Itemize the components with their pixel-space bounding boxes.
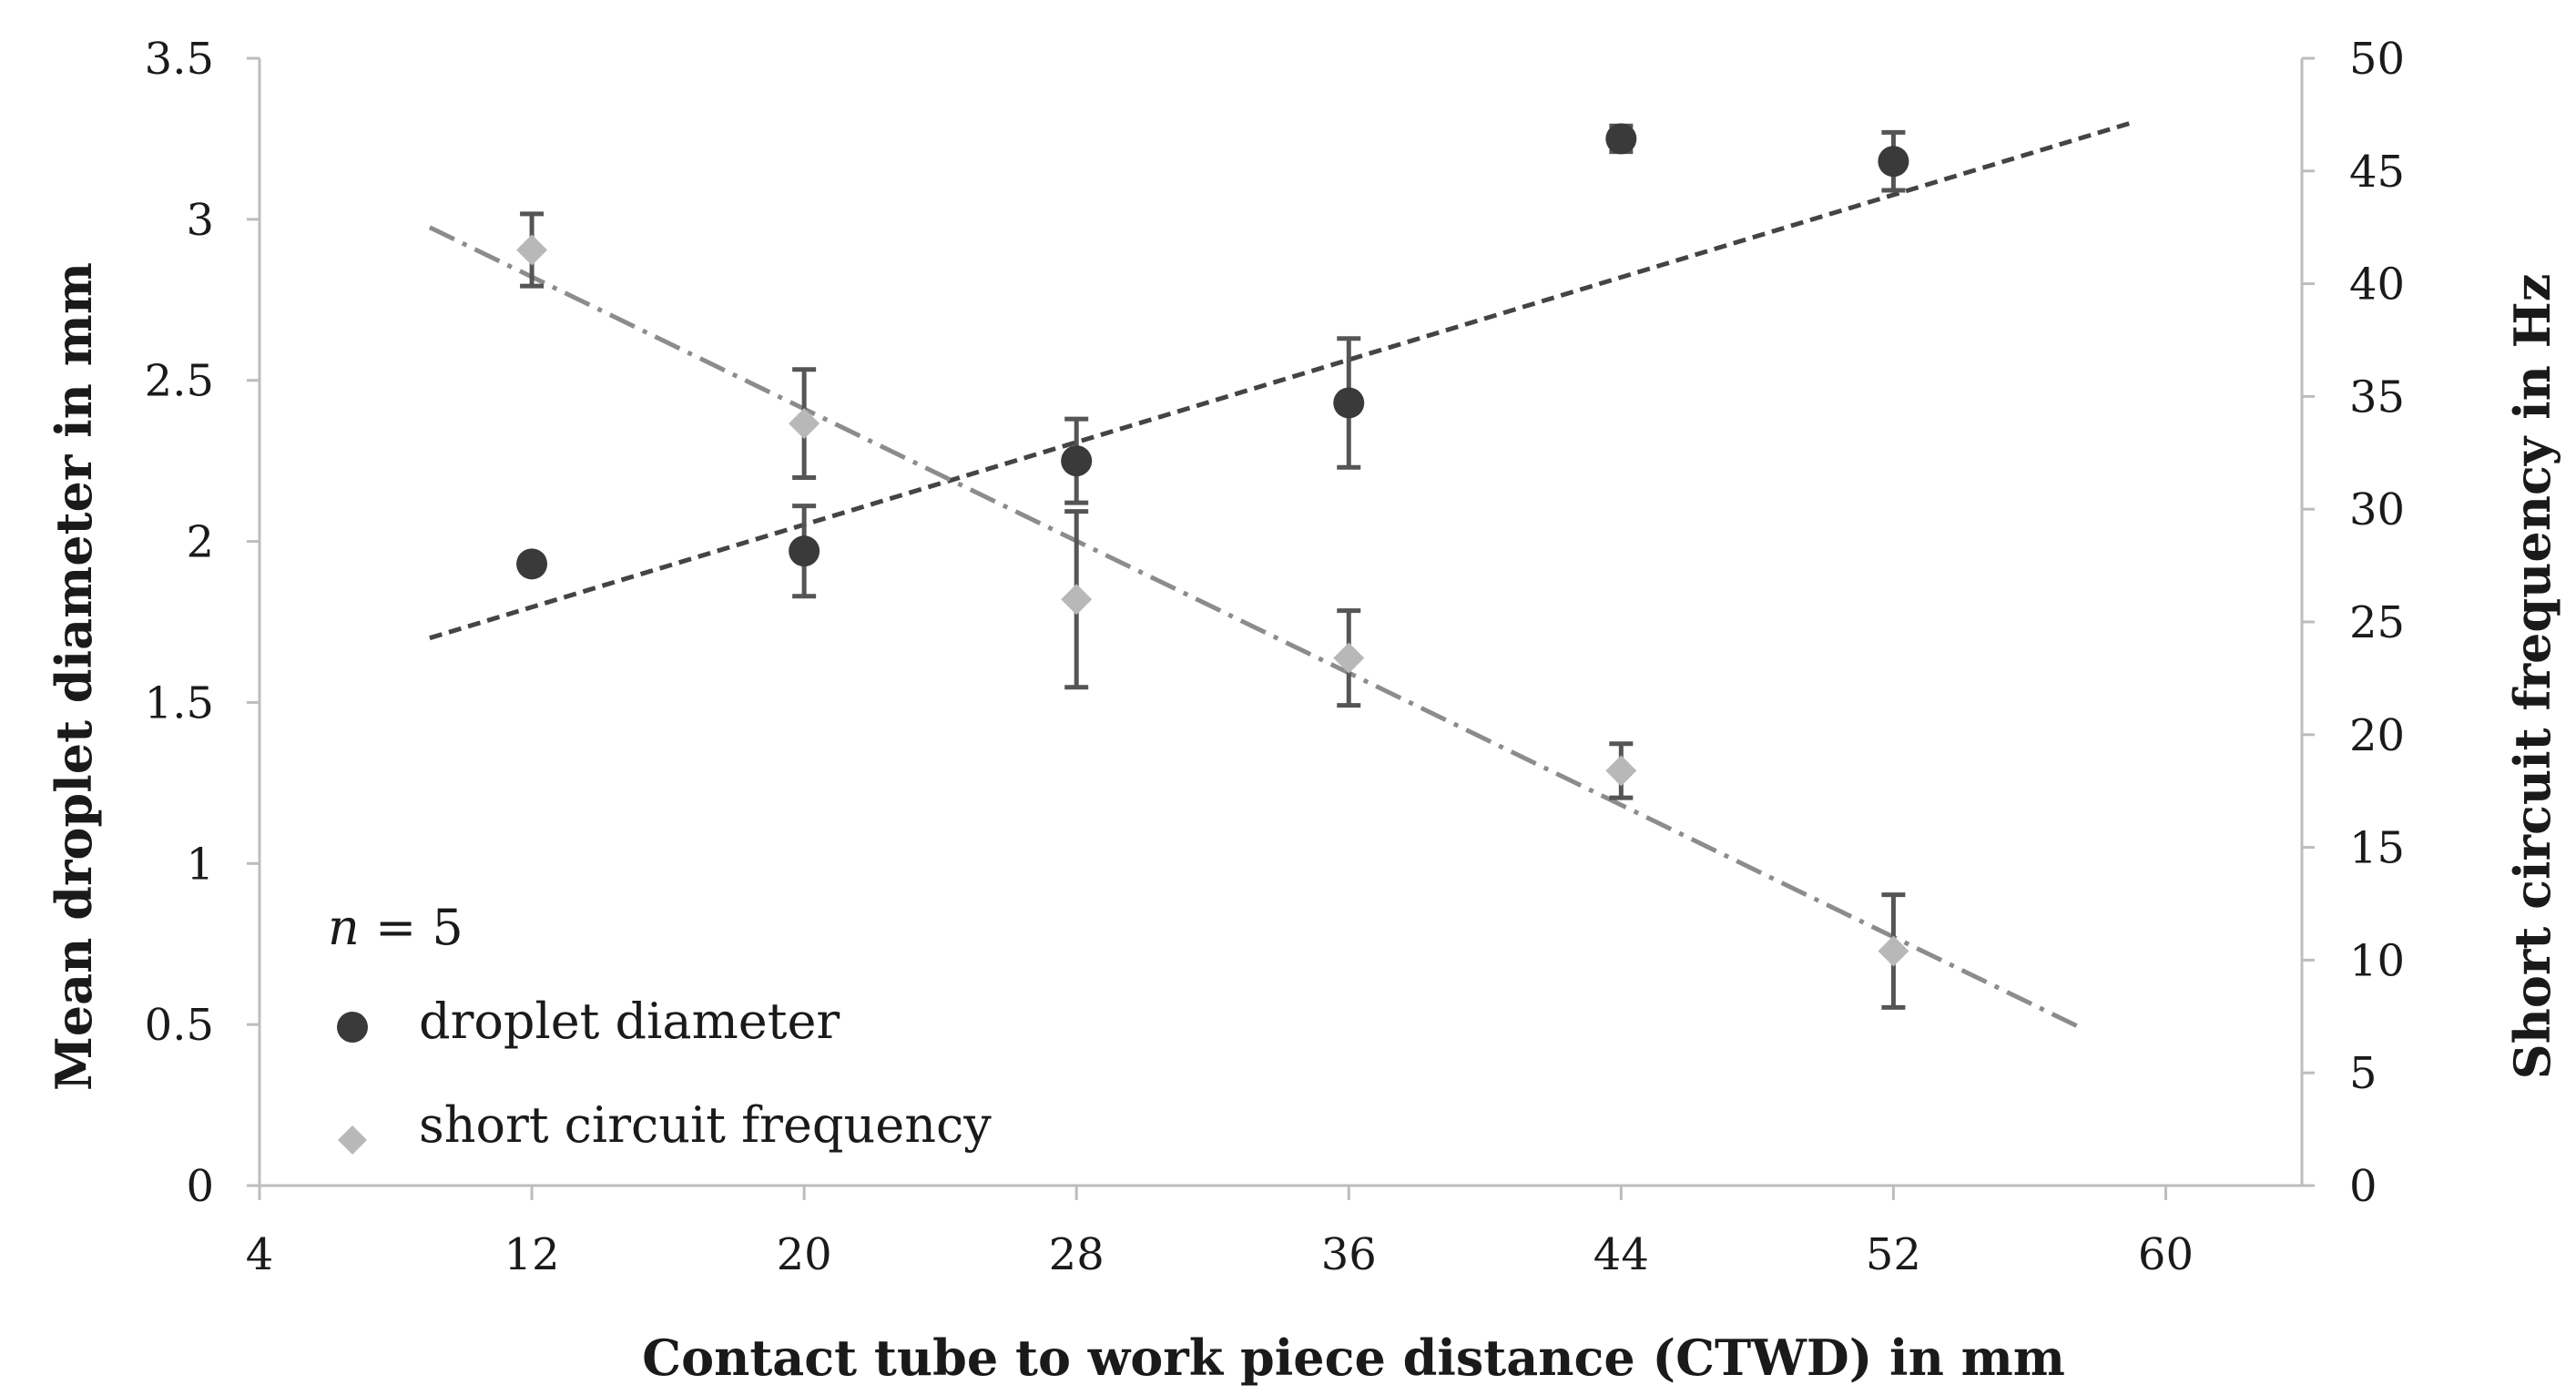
data-point-droplet-diameter xyxy=(1605,123,1637,155)
y-left-tick-label: 3.5 xyxy=(145,34,214,85)
ticks-layer: 4 12 20 28 36 44 52 60 0 0.5 1 1.5 2 2.5 3 3.5 0 5 10 15 20 2… xyxy=(145,34,2405,1280)
y-left-tick-label: 3 xyxy=(186,195,214,246)
legend: n = 5 droplet diameter short circuit fre… xyxy=(328,899,992,1155)
marks-layer xyxy=(516,123,1909,1010)
y-right-tick-label: 25 xyxy=(2349,597,2405,648)
data-point-droplet-diameter xyxy=(789,535,820,567)
x-tick-label: 4 xyxy=(246,1229,274,1280)
y-left-tick-label: 0 xyxy=(186,1161,214,1212)
y-axis-right-title: Short circuit frequency in Hz xyxy=(2503,274,2561,1080)
y-right-tick-label: 35 xyxy=(2349,372,2405,423)
trendline-layer xyxy=(428,120,2133,1030)
x-axis-title: Contact tube to work piece distance (CTW… xyxy=(642,1329,2065,1387)
sample-size-value: = 5 xyxy=(360,899,463,956)
x-tick-label: 36 xyxy=(1321,1229,1377,1280)
y-left-tick-label: 2 xyxy=(186,517,214,568)
data-point-short-circuit-frequency xyxy=(1878,935,1909,967)
data-point-droplet-diameter xyxy=(1061,445,1093,477)
legend-droplet-marker xyxy=(337,1012,368,1043)
legend-frequency-marker xyxy=(338,1125,367,1155)
data-point-droplet-diameter xyxy=(516,548,548,580)
y-right-tick-label: 50 xyxy=(2349,34,2405,85)
data-point-short-circuit-frequency xyxy=(789,408,820,440)
sample-size-annotation: n = 5 xyxy=(328,899,463,956)
data-point-short-circuit-frequency xyxy=(1605,755,1637,787)
trendline-short-circuit-frequency xyxy=(428,225,2082,1030)
y-left-tick-label: 2.5 xyxy=(145,356,214,407)
y-right-tick-label: 15 xyxy=(2349,823,2405,874)
x-tick-label: 44 xyxy=(1593,1229,1649,1280)
y-left-tick-label: 1 xyxy=(186,839,214,890)
x-tick-label: 60 xyxy=(2138,1229,2194,1280)
legend-label-droplet-diameter: droplet diameter xyxy=(419,993,840,1050)
x-tick-label: 12 xyxy=(504,1229,560,1280)
trendline-droplet-diameter xyxy=(429,120,2133,641)
y-left-tick-label: 0.5 xyxy=(145,1000,214,1051)
data-point-short-circuit-frequency xyxy=(1061,584,1093,616)
y-axis-left-title: Mean droplet diameter in mm xyxy=(45,262,103,1091)
x-tick-label: 28 xyxy=(1049,1229,1105,1280)
data-point-droplet-diameter xyxy=(1878,146,1909,178)
data-point-short-circuit-frequency xyxy=(1333,642,1365,674)
y-right-tick-label: 5 xyxy=(2349,1048,2377,1099)
x-tick-label: 20 xyxy=(777,1229,832,1280)
y-right-tick-label: 20 xyxy=(2349,710,2405,761)
y-right-tick-label: 10 xyxy=(2349,935,2405,986)
y-right-tick-label: 0 xyxy=(2349,1161,2377,1212)
y-right-tick-label: 30 xyxy=(2349,484,2405,535)
y-left-tick-label: 1.5 xyxy=(145,677,214,728)
legend-label-short-circuit-frequency: short circuit frequency xyxy=(419,1096,992,1154)
data-point-droplet-diameter xyxy=(1333,387,1365,419)
sample-size-symbol: n xyxy=(328,899,360,956)
y-right-tick-label: 40 xyxy=(2349,260,2405,311)
data-point-short-circuit-frequency xyxy=(516,234,548,266)
y-right-tick-label: 45 xyxy=(2349,147,2405,198)
x-tick-label: 52 xyxy=(1866,1229,1921,1280)
